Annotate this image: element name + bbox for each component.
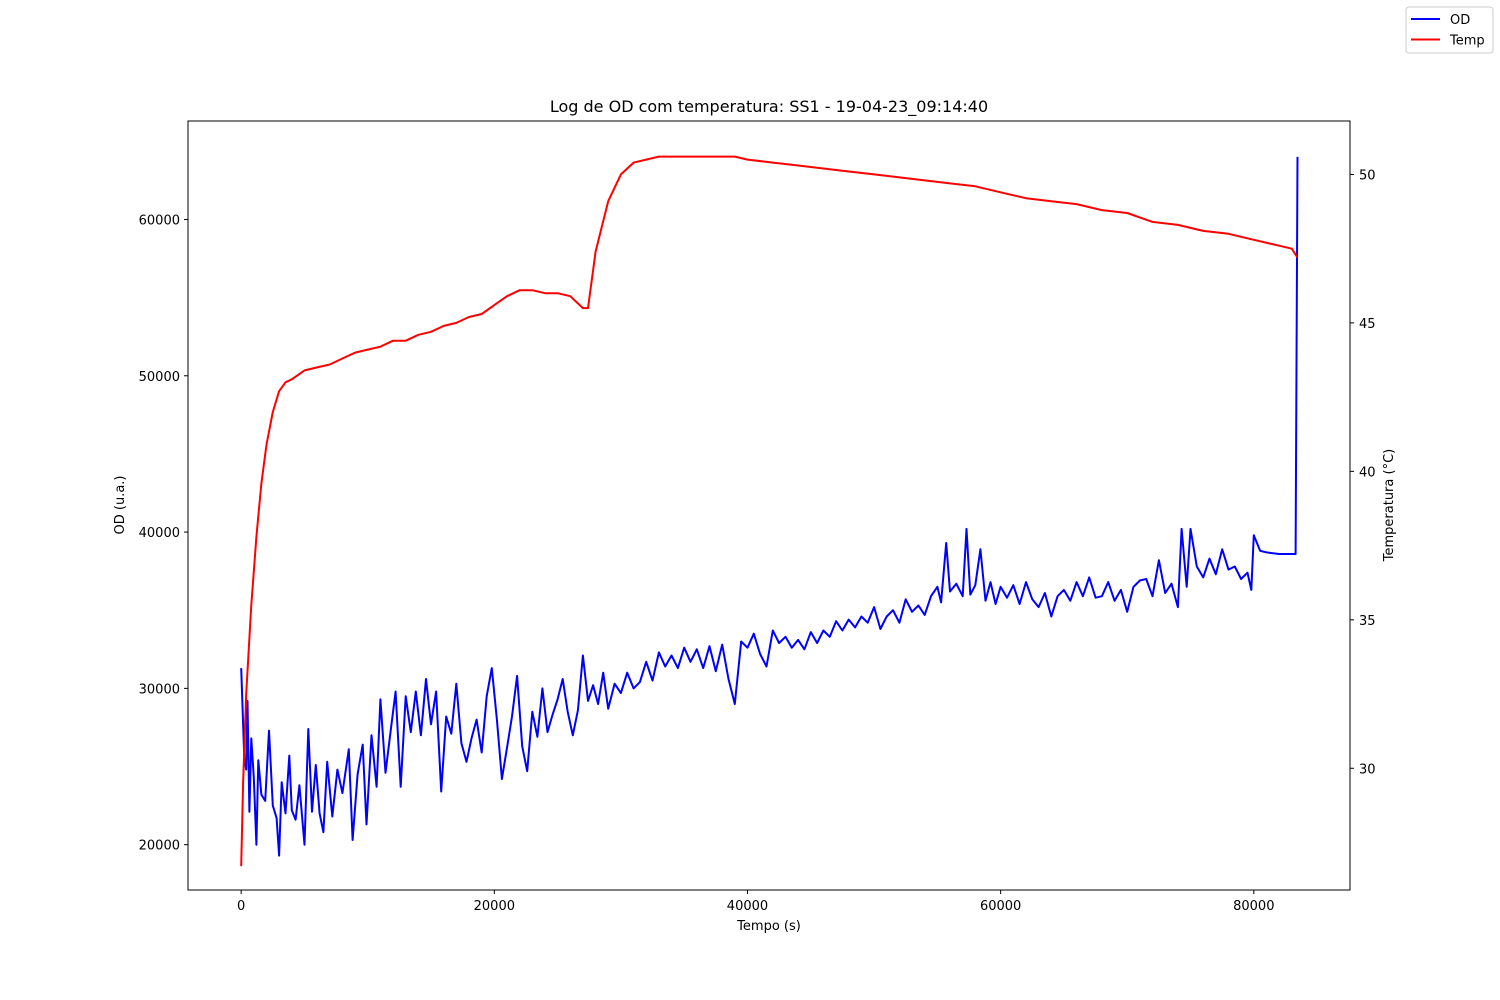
- series-line-temp: [240, 155, 1299, 867]
- legend-label-temp: Temp: [1449, 34, 1485, 49]
- x-tick-label: 0: [237, 899, 245, 914]
- y-right-tick-label: 50: [1359, 168, 1376, 183]
- x-tick-label: 80000: [1233, 899, 1274, 914]
- series-line-od: [240, 156, 1299, 857]
- y-right-tick-label: 45: [1359, 317, 1376, 332]
- y-right-tick-label: 35: [1359, 614, 1376, 629]
- y-tick-label: 30000: [139, 682, 180, 697]
- x-tick-label: 20000: [474, 899, 515, 914]
- x-axis-label: Tempo (s): [736, 919, 801, 934]
- y-tick-label: 60000: [139, 213, 180, 228]
- plot-lines: [240, 155, 1299, 867]
- plot-frame: [187, 120, 1351, 891]
- chart-title: Log de OD com temperatura: SS1 - 19-04-2…: [550, 97, 988, 117]
- y-axis-label: OD (u.a.): [113, 476, 128, 535]
- y-tick-label: 50000: [139, 370, 180, 385]
- x-tick-label: 40000: [727, 899, 768, 914]
- y-axis-left: 20000 30000 40000 50000 60000: [139, 213, 188, 854]
- y-right-tick-label: 30: [1359, 762, 1376, 777]
- y-axis-label-right: Temperatura (°C): [1382, 449, 1397, 562]
- x-axis: 0 20000 40000 60000 80000: [237, 890, 1274, 914]
- y-axis-right: 30 35 40 45 50: [1350, 168, 1376, 777]
- x-tick-label: 60000: [980, 899, 1021, 914]
- y-tick-label: 20000: [139, 839, 180, 854]
- legend: OD Temp: [1405, 6, 1494, 54]
- y-tick-label: 40000: [139, 526, 180, 541]
- y-right-tick-label: 40: [1359, 465, 1376, 480]
- legend-label-od: OD: [1450, 13, 1470, 28]
